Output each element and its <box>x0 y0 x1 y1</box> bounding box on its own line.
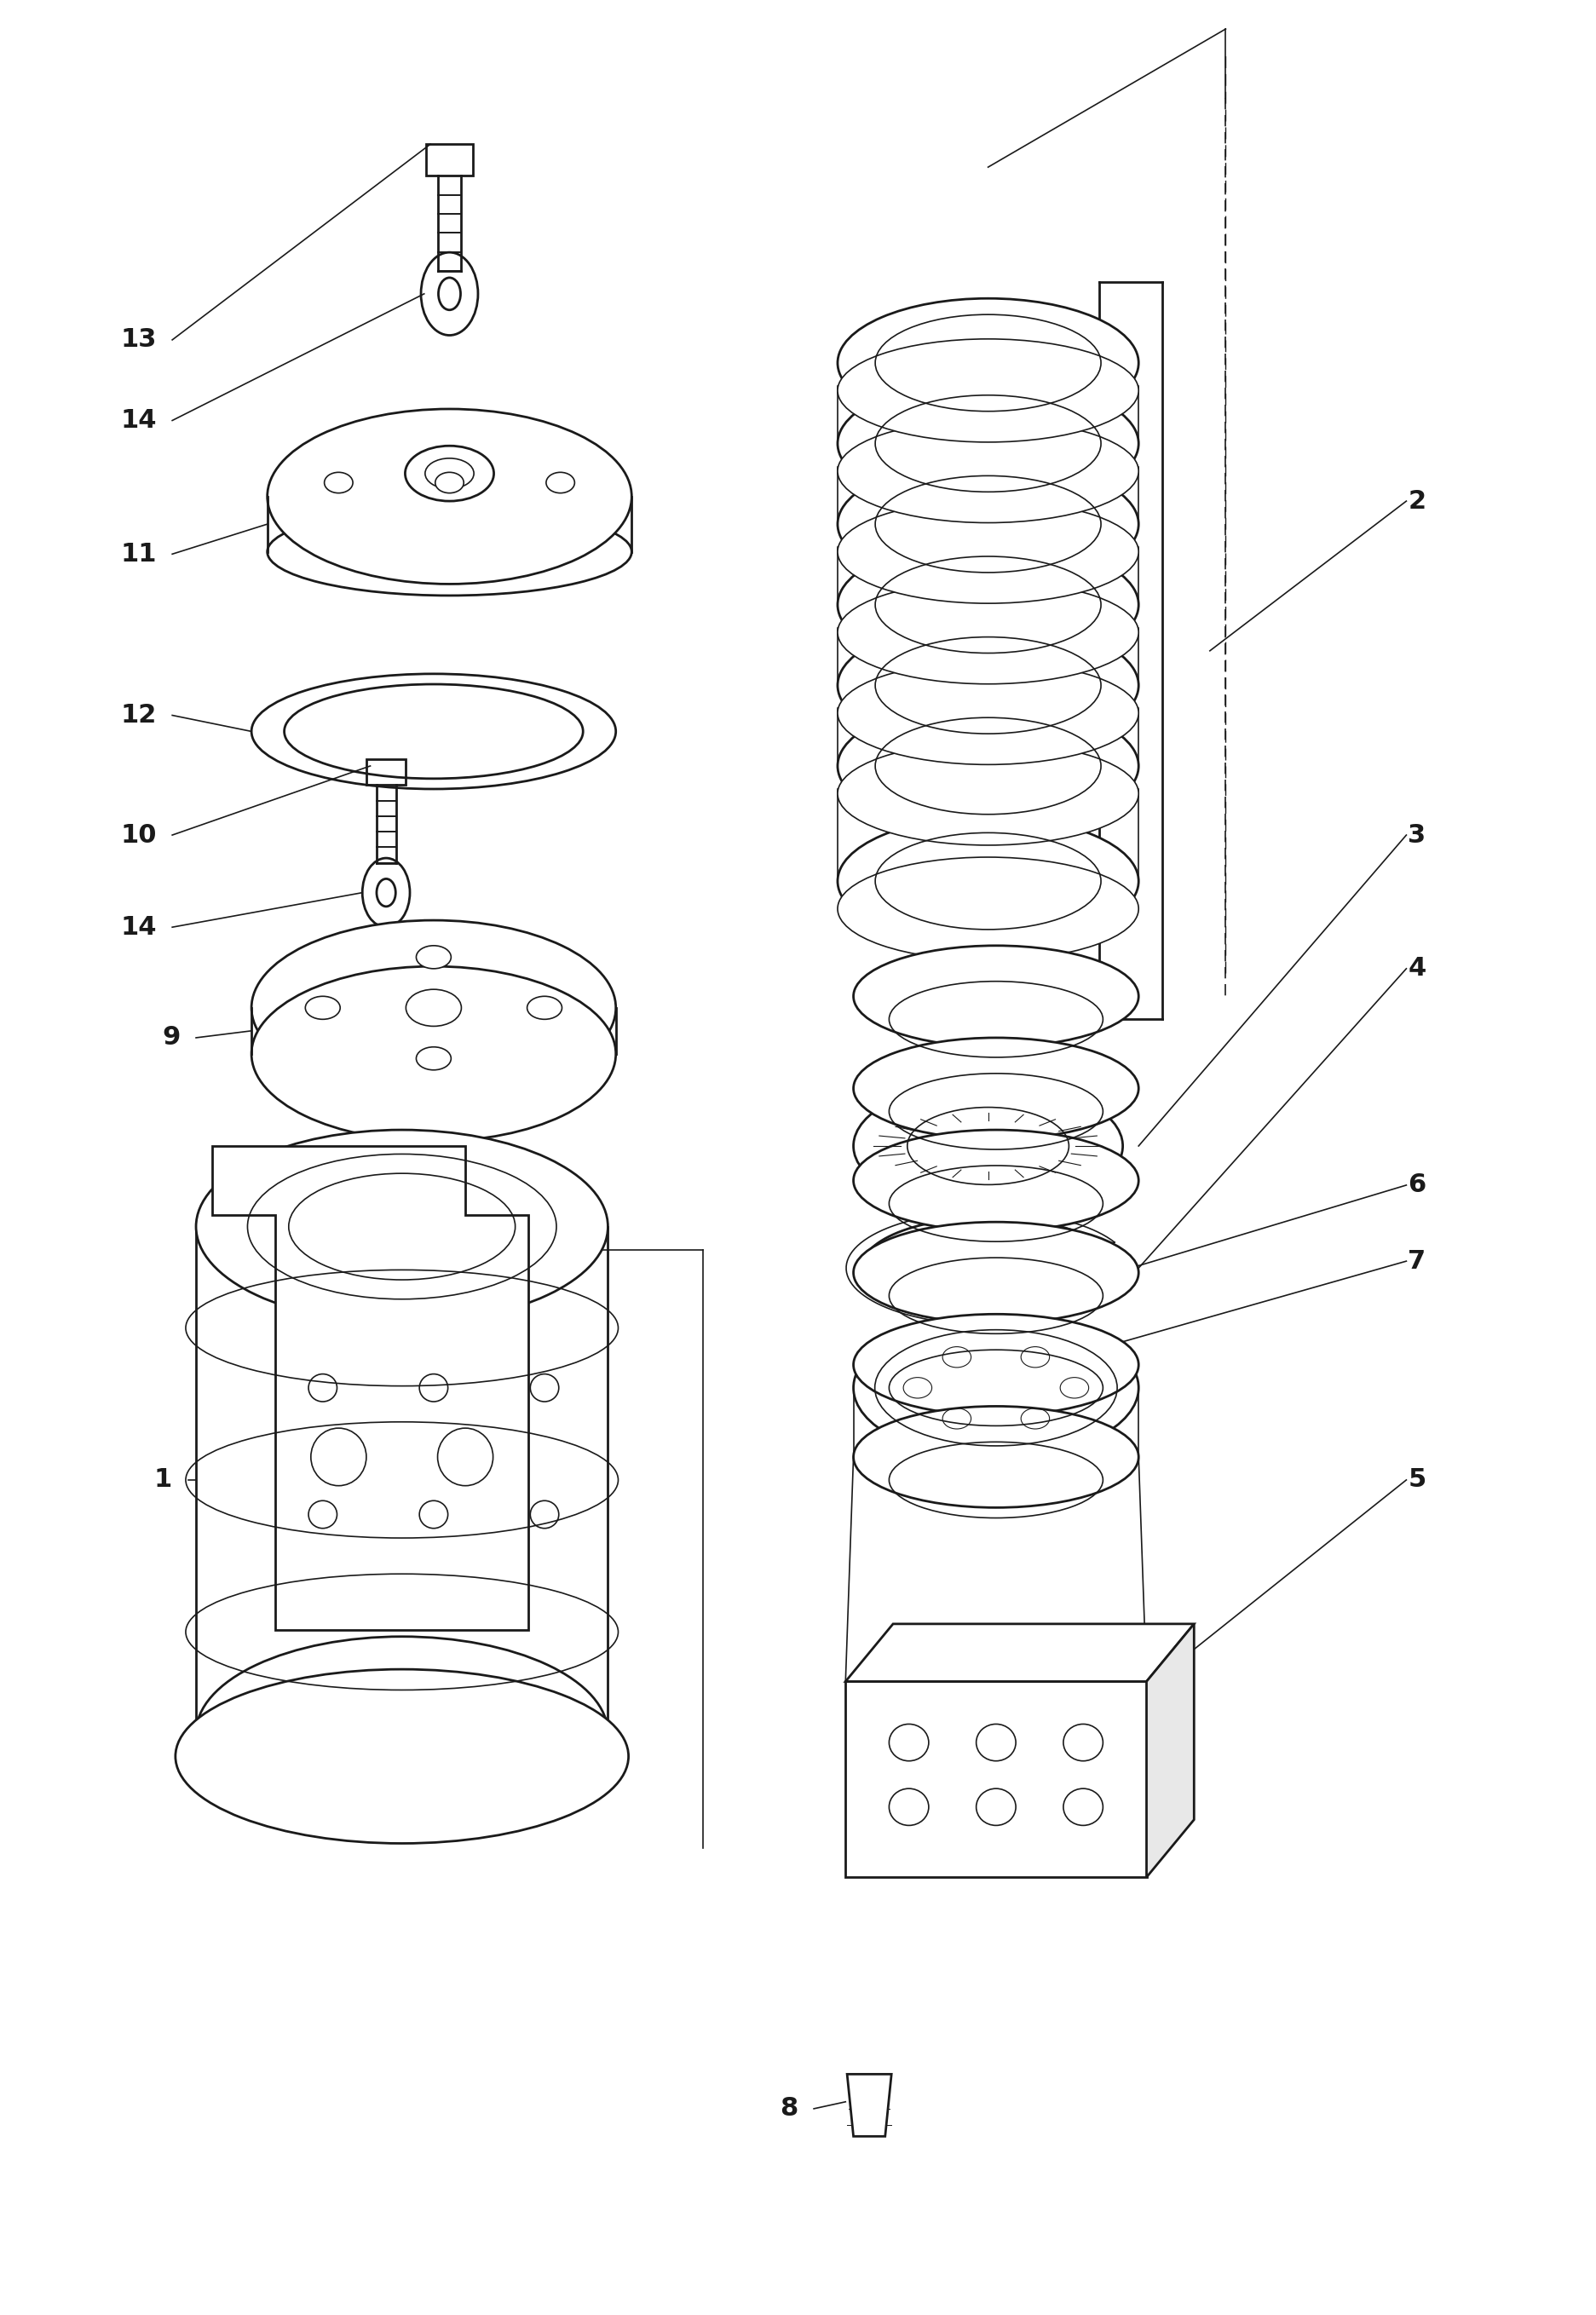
Ellipse shape <box>546 472 575 493</box>
Ellipse shape <box>436 472 464 493</box>
Ellipse shape <box>252 965 616 1141</box>
Ellipse shape <box>196 1130 608 1324</box>
Text: 14: 14 <box>120 914 156 940</box>
Ellipse shape <box>417 945 452 968</box>
Ellipse shape <box>854 1405 1138 1507</box>
Ellipse shape <box>838 743 1138 845</box>
Ellipse shape <box>838 539 1138 669</box>
Text: 4: 4 <box>1408 956 1425 982</box>
Ellipse shape <box>854 1130 1138 1232</box>
Ellipse shape <box>838 338 1138 442</box>
Text: 13: 13 <box>120 326 156 352</box>
Text: 10: 10 <box>120 822 156 847</box>
Ellipse shape <box>854 1315 1138 1414</box>
Text: 8: 8 <box>780 2097 798 2121</box>
Ellipse shape <box>838 857 1138 961</box>
Ellipse shape <box>324 472 353 493</box>
Ellipse shape <box>425 458 474 488</box>
Text: 1: 1 <box>155 1468 172 1493</box>
Text: 14: 14 <box>120 407 156 433</box>
Ellipse shape <box>854 1037 1138 1139</box>
Ellipse shape <box>854 1222 1138 1324</box>
Text: 5: 5 <box>1408 1468 1425 1493</box>
Ellipse shape <box>838 701 1138 831</box>
Ellipse shape <box>305 995 340 1019</box>
Text: 12: 12 <box>120 704 156 727</box>
Ellipse shape <box>838 581 1138 683</box>
Ellipse shape <box>176 1669 629 1843</box>
Ellipse shape <box>838 620 1138 750</box>
Ellipse shape <box>854 1081 1122 1211</box>
Ellipse shape <box>527 995 562 1019</box>
Text: 9: 9 <box>161 1026 180 1051</box>
Polygon shape <box>846 1623 1194 1681</box>
Ellipse shape <box>417 1046 452 1070</box>
Ellipse shape <box>838 817 1138 945</box>
Text: 6: 6 <box>1408 1174 1425 1197</box>
Polygon shape <box>847 2074 892 2137</box>
Bar <box>846 1681 1146 1877</box>
Ellipse shape <box>838 500 1138 604</box>
Ellipse shape <box>252 921 616 1095</box>
Ellipse shape <box>196 1637 608 1831</box>
Ellipse shape <box>838 662 1138 764</box>
Text: 3: 3 <box>1408 822 1425 847</box>
Ellipse shape <box>838 299 1138 428</box>
Ellipse shape <box>838 419 1138 523</box>
Text: 11: 11 <box>120 542 156 567</box>
Ellipse shape <box>838 461 1138 588</box>
Ellipse shape <box>854 945 1138 1046</box>
Ellipse shape <box>405 447 493 500</box>
Ellipse shape <box>854 1317 1138 1458</box>
Polygon shape <box>212 1146 528 1630</box>
Ellipse shape <box>267 507 632 595</box>
Ellipse shape <box>838 380 1138 507</box>
Text: 2: 2 <box>1408 488 1425 514</box>
Polygon shape <box>1146 1623 1194 1877</box>
Ellipse shape <box>267 410 632 583</box>
Text: 7: 7 <box>1408 1248 1425 1273</box>
